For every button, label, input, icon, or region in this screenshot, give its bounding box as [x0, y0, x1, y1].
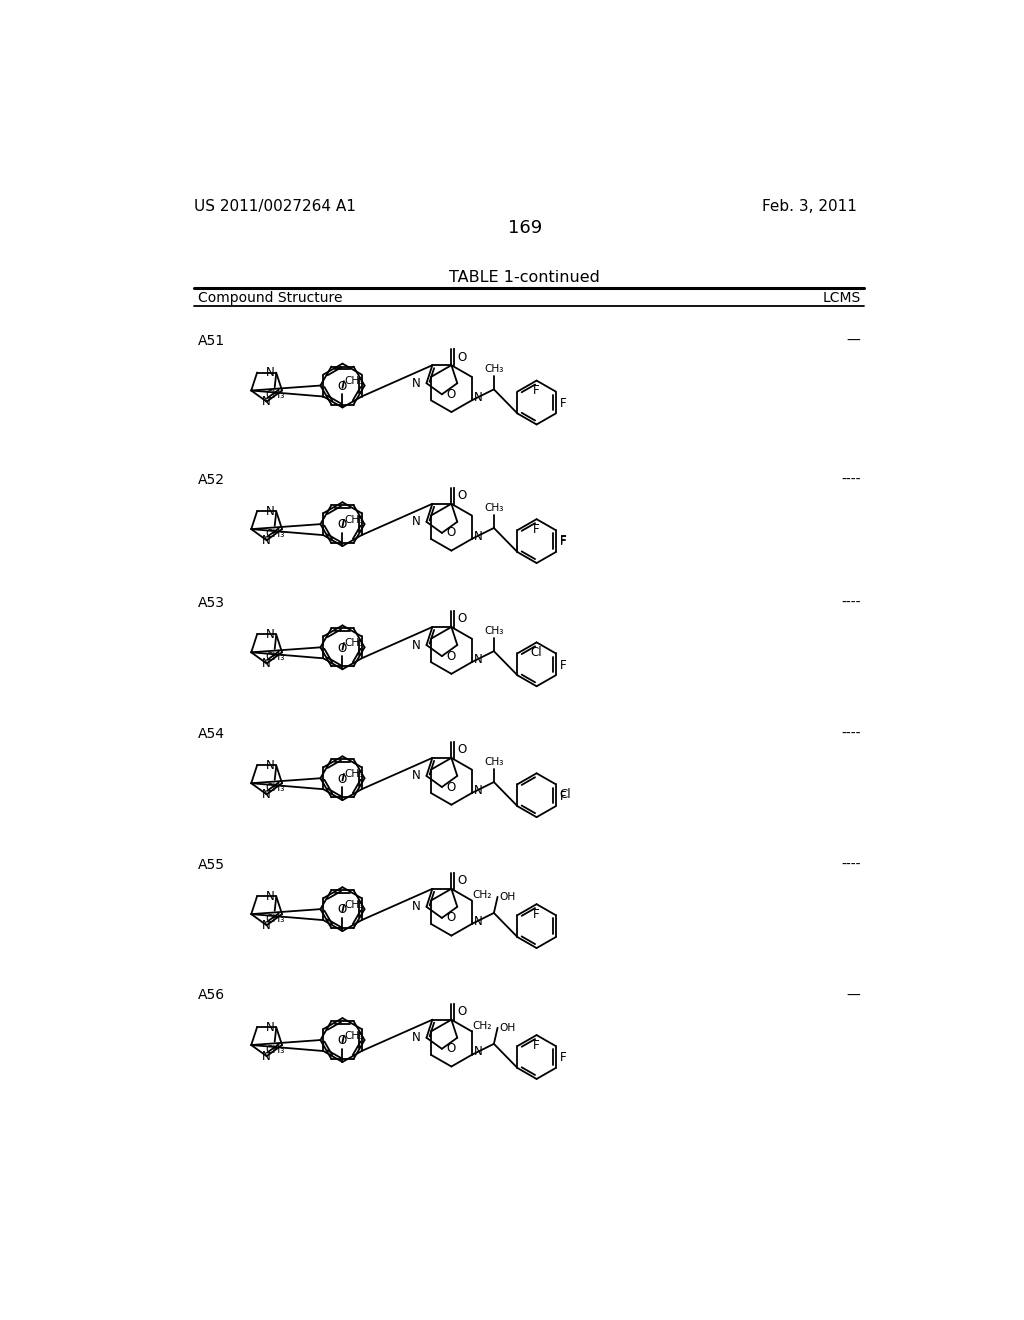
- Text: CH₃: CH₃: [484, 626, 504, 636]
- Text: F: F: [559, 659, 566, 672]
- Text: OH: OH: [499, 892, 515, 902]
- Text: A52: A52: [198, 473, 224, 487]
- Text: LCMS: LCMS: [822, 290, 860, 305]
- Text: O: O: [446, 1043, 456, 1055]
- Text: O: O: [446, 649, 456, 663]
- Text: O: O: [338, 1035, 347, 1047]
- Text: CH₃: CH₃: [484, 364, 504, 374]
- Text: O: O: [338, 642, 347, 655]
- Text: N: N: [262, 788, 271, 801]
- Text: N: N: [474, 784, 482, 796]
- Text: O: O: [458, 1005, 467, 1018]
- Text: N: N: [266, 1020, 274, 1034]
- Text: ----: ----: [841, 726, 860, 741]
- Text: O: O: [458, 351, 467, 364]
- Text: CH₃: CH₃: [265, 529, 285, 539]
- Text: O: O: [338, 519, 347, 532]
- Text: CH₃: CH₃: [265, 783, 285, 793]
- Text: F: F: [559, 1051, 566, 1064]
- Text: N: N: [266, 366, 274, 379]
- Text: ----: ----: [841, 595, 860, 610]
- Text: N: N: [412, 1031, 421, 1044]
- Text: N: N: [412, 515, 421, 528]
- Text: A54: A54: [198, 726, 224, 741]
- Text: N: N: [262, 919, 271, 932]
- Text: —: —: [847, 989, 860, 1002]
- Text: US 2011/0027264 A1: US 2011/0027264 A1: [194, 198, 355, 214]
- Text: N: N: [412, 900, 421, 913]
- Text: N: N: [412, 639, 421, 652]
- Text: F: F: [559, 397, 566, 409]
- Text: O: O: [458, 874, 467, 887]
- Text: Compound Structure: Compound Structure: [198, 290, 342, 305]
- Text: CH₃: CH₃: [345, 515, 365, 525]
- Text: F: F: [559, 536, 566, 548]
- Text: CH₃: CH₃: [265, 391, 285, 400]
- Text: O: O: [446, 388, 456, 401]
- Text: F: F: [534, 1039, 540, 1052]
- Text: N: N: [262, 657, 271, 671]
- Text: CH₂: CH₂: [472, 891, 492, 900]
- Text: N: N: [474, 1045, 482, 1059]
- Text: A53: A53: [198, 595, 224, 610]
- Text: CH₃: CH₃: [484, 503, 504, 512]
- Text: N: N: [474, 652, 482, 665]
- Text: A55: A55: [198, 858, 224, 871]
- Text: O: O: [458, 490, 467, 503]
- Text: CH₃: CH₃: [265, 652, 285, 661]
- Text: CH₃: CH₃: [484, 756, 504, 767]
- Text: N: N: [266, 504, 274, 517]
- Text: O: O: [338, 380, 347, 393]
- Text: N: N: [474, 391, 482, 404]
- Text: Feb. 3, 2011: Feb. 3, 2011: [762, 198, 856, 214]
- Text: O: O: [458, 743, 467, 756]
- Text: O: O: [446, 911, 456, 924]
- Text: TABLE 1-continued: TABLE 1-continued: [450, 271, 600, 285]
- Text: CH₃: CH₃: [265, 913, 285, 924]
- Text: F: F: [534, 908, 540, 921]
- Text: N: N: [266, 759, 274, 772]
- Text: CH₃: CH₃: [345, 376, 365, 387]
- Text: A56: A56: [198, 989, 225, 1002]
- Text: CH₃: CH₃: [345, 1031, 365, 1040]
- Text: O: O: [446, 780, 456, 793]
- Text: CH₃: CH₃: [345, 900, 365, 909]
- Text: 169: 169: [508, 219, 542, 236]
- Text: A51: A51: [198, 334, 225, 348]
- Text: F: F: [559, 533, 566, 546]
- Text: Cl: Cl: [559, 788, 571, 801]
- Text: F: F: [559, 789, 566, 803]
- Text: N: N: [262, 533, 271, 546]
- Text: N: N: [412, 376, 421, 389]
- Text: O: O: [446, 527, 456, 540]
- Text: F: F: [534, 523, 540, 536]
- Text: OH: OH: [499, 1023, 515, 1032]
- Text: N: N: [474, 915, 482, 928]
- Text: ----: ----: [841, 858, 860, 871]
- Text: O: O: [458, 612, 467, 626]
- Text: N: N: [262, 395, 271, 408]
- Text: N: N: [474, 529, 482, 543]
- Text: F: F: [534, 384, 540, 397]
- Text: CH₂: CH₂: [472, 1022, 492, 1031]
- Text: O: O: [338, 772, 347, 785]
- Text: —: —: [847, 334, 860, 348]
- Text: ----: ----: [841, 473, 860, 487]
- Text: CH₃: CH₃: [265, 1044, 285, 1055]
- Text: N: N: [262, 1049, 271, 1063]
- Text: CH₃: CH₃: [345, 638, 365, 648]
- Text: N: N: [412, 770, 421, 783]
- Text: CH₃: CH₃: [345, 768, 365, 779]
- Text: Cl: Cl: [530, 645, 543, 659]
- Text: O: O: [338, 903, 347, 916]
- Text: N: N: [266, 890, 274, 903]
- Text: N: N: [266, 628, 274, 640]
